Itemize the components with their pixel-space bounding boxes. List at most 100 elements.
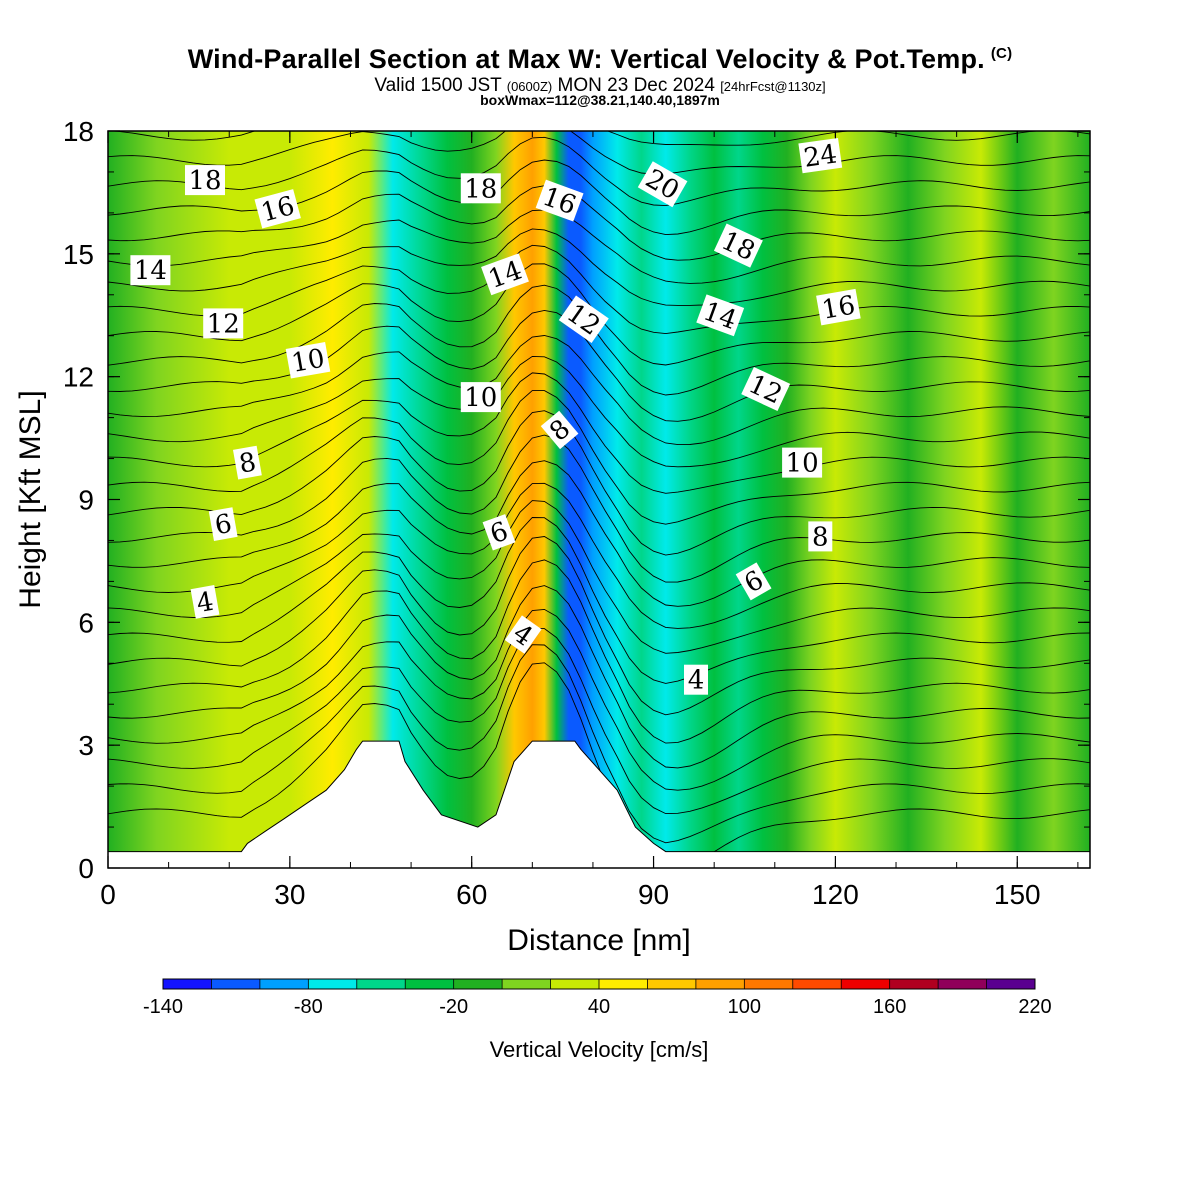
theta-contour-line xyxy=(108,84,1090,123)
y-axis-label: Height [Kft MSL] xyxy=(14,390,47,608)
colorbar-swatch xyxy=(889,979,939,989)
contour-label-box xyxy=(460,382,501,413)
contour-label-text: 18 xyxy=(464,174,497,204)
contour-label-box xyxy=(808,521,833,552)
contour-label: 6 xyxy=(208,507,238,541)
colorbar-tick-label: -20 xyxy=(439,996,468,1018)
contour-label: 14 xyxy=(130,255,171,286)
contour-label-box xyxy=(504,615,542,654)
theta-contour-line xyxy=(108,627,1090,815)
contour-label-box xyxy=(816,288,861,326)
contour-label-box xyxy=(782,447,823,478)
y-tick-label: 12 xyxy=(63,362,94,393)
colorbar-swatch xyxy=(308,979,358,989)
x-axis-label: Distance [nm] xyxy=(507,924,690,957)
colorbar-swatch xyxy=(405,979,455,989)
contour-label-text: 10 xyxy=(464,383,497,413)
contour-label-box xyxy=(254,189,301,229)
theta-contour-line xyxy=(108,559,1090,744)
contour-label: 10 xyxy=(285,342,331,379)
contour-label-text: 6 xyxy=(213,509,235,541)
contour-label: 18 xyxy=(185,165,225,196)
theta-contour-line xyxy=(108,410,1090,556)
contour-label: 18 xyxy=(460,173,501,204)
colorbar-tick-label: 220 xyxy=(1018,996,1051,1018)
theta-contour-line xyxy=(108,335,1090,446)
theta-contour-line xyxy=(108,500,1090,654)
colorbar-swatch xyxy=(986,979,1036,989)
colorbar-tick-label: 40 xyxy=(588,996,610,1018)
theta-contour-line xyxy=(108,644,1090,844)
chart-title: Wind-Parallel Section at Max W: Vertical… xyxy=(0,44,1200,75)
theta-contour-line xyxy=(108,61,1090,100)
x-tick-label: 90 xyxy=(638,879,669,910)
plot-area xyxy=(108,61,1090,868)
theta-contour-line xyxy=(108,434,1090,583)
y-tick-label: 3 xyxy=(78,730,94,761)
y-tick-label: 18 xyxy=(63,116,94,147)
colorbar-swatch xyxy=(163,979,212,989)
theta-contour-line xyxy=(108,131,1090,146)
contour-label-box xyxy=(482,514,516,551)
contour-label-text: 8 xyxy=(237,447,259,479)
theta-contour-line xyxy=(108,517,1090,684)
contour-label: 4 xyxy=(684,664,708,696)
x-tick-label: 120 xyxy=(812,879,859,910)
contour-label-box xyxy=(696,294,745,337)
theta-contour-line xyxy=(108,536,1090,716)
contour-label: 6 xyxy=(482,514,516,551)
colorbar-swatch xyxy=(744,979,794,989)
contour-label: 24 xyxy=(798,137,843,174)
contour-label-text: 4 xyxy=(194,587,216,619)
theta-contour-line xyxy=(108,131,1090,175)
contour-label-box xyxy=(558,295,609,344)
terrain-profile xyxy=(108,740,1090,868)
theta-contour-line xyxy=(108,585,1090,769)
chart-title-text: Wind-Parallel Section at Max W: Vertical… xyxy=(187,44,985,74)
contour-label-box xyxy=(637,161,688,208)
contour-label: 16 xyxy=(816,288,861,326)
contour-label-box xyxy=(535,179,584,222)
contour-label-box xyxy=(130,255,171,286)
theta-contour-line xyxy=(108,185,1090,261)
colorbar-tick-label: -140 xyxy=(143,996,183,1018)
contour-label-box xyxy=(190,585,220,619)
contour-label: 4 xyxy=(190,585,220,619)
colorbar-label: Vertical Velocity [cm/s] xyxy=(490,1037,709,1062)
theta-contour-line xyxy=(108,228,1090,306)
contour-label: 12 xyxy=(203,308,244,339)
x-tick-label: 150 xyxy=(994,879,1041,910)
x-axis: 0 30 60 90 120 150 xyxy=(100,131,1079,910)
theta-contour-line xyxy=(108,460,1090,607)
colorbar-swatch xyxy=(211,979,261,989)
contour-label-text: 10 xyxy=(289,344,327,379)
contour-label-text: 14 xyxy=(134,256,167,286)
y-axis: 0 3 6 9 12 15 18 xyxy=(63,116,1090,884)
theta-contour-line xyxy=(108,136,1090,207)
colorbar: -140 -80 -20 40 100 160 220 xyxy=(143,978,1052,1018)
contour-label: 8 xyxy=(808,521,833,552)
contour-label-text: 12 xyxy=(207,309,240,339)
contour-label-text: 4 xyxy=(688,666,705,696)
colorbar-swatch xyxy=(502,979,551,989)
contour-label: 8 xyxy=(232,445,262,480)
theta-contour-line xyxy=(108,209,1090,284)
box-wmax-subtitle: boxWmax=112@38.21,140.40,1897m xyxy=(480,92,720,108)
contour-label: 10 xyxy=(460,382,501,413)
colorbar-swatch xyxy=(453,979,503,989)
valid-prefix: Valid 1500 JST xyxy=(374,75,502,96)
colorbar-swatch xyxy=(938,979,987,989)
contour-label-box xyxy=(203,308,244,339)
theta-contour-line xyxy=(108,390,1090,525)
forecast-info: [24hrFcst@1130z] xyxy=(720,79,826,94)
contour-label: 16 xyxy=(254,189,301,229)
x-tick-label: 60 xyxy=(456,879,487,910)
copyright-mark: (C) xyxy=(990,45,1013,62)
x-tick-label: 30 xyxy=(274,879,305,910)
contour-label-box xyxy=(684,664,708,695)
colorbar-swatch xyxy=(841,979,891,989)
y-tick-label: 9 xyxy=(78,485,94,516)
contour-label-box xyxy=(208,507,238,541)
theta-contour-line xyxy=(108,244,1090,335)
